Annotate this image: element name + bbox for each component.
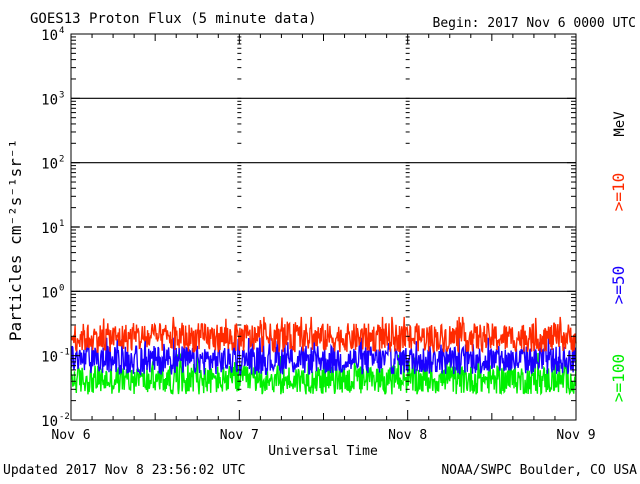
y-tick-label-exponent: 0 xyxy=(59,283,64,293)
x-tick-label: Nov 9 xyxy=(556,428,595,443)
legend-series-100: >=100 xyxy=(609,354,628,402)
y-tick-label: 10 xyxy=(41,92,58,108)
y-tick-label: 10 xyxy=(41,28,58,44)
series-layer xyxy=(70,316,577,396)
grid-layer xyxy=(71,97,576,292)
series-line-50 xyxy=(70,337,577,377)
y-tick-label-exponent: 3 xyxy=(59,90,64,100)
x-tick-label: Nov 6 xyxy=(51,428,90,443)
y-tick-label-exponent: -2 xyxy=(59,412,70,422)
legend-series-10: >=10 xyxy=(609,173,628,212)
x-axis-label: Universal Time xyxy=(268,444,378,459)
y-axis-label: Particles cm⁻²s⁻¹sr⁻¹ xyxy=(6,139,25,341)
x-tick-label: Nov 8 xyxy=(388,428,427,443)
y-tick-label: 10 xyxy=(41,157,58,173)
series-line-10 xyxy=(70,316,577,354)
legend-series-50: >=50 xyxy=(609,266,628,305)
y-tick-label: 10 xyxy=(41,350,58,366)
y-tick-label-exponent: -1 xyxy=(59,348,70,358)
y-tick-label: 10 xyxy=(41,285,58,301)
y-tick-label-exponent: 1 xyxy=(59,219,64,229)
y-tick-label-exponent: 4 xyxy=(59,26,64,36)
y-tick-label: 10 xyxy=(41,221,58,237)
credit-label: NOAA/SWPC Boulder, CO USA xyxy=(441,463,637,478)
begin-label: Begin: 2017 Nov 6 0000 UTC xyxy=(433,16,637,31)
chart-title: GOES13 Proton Flux (5 minute data) xyxy=(30,11,317,27)
units-label: MeV xyxy=(612,111,628,137)
y-tick-label-exponent: 2 xyxy=(59,155,64,165)
y-tick-label: 10 xyxy=(41,414,58,430)
updated-timestamp: Updated 2017 Nov 8 23:56:02 UTC xyxy=(3,463,246,478)
x-tick-label: Nov 7 xyxy=(220,428,259,443)
